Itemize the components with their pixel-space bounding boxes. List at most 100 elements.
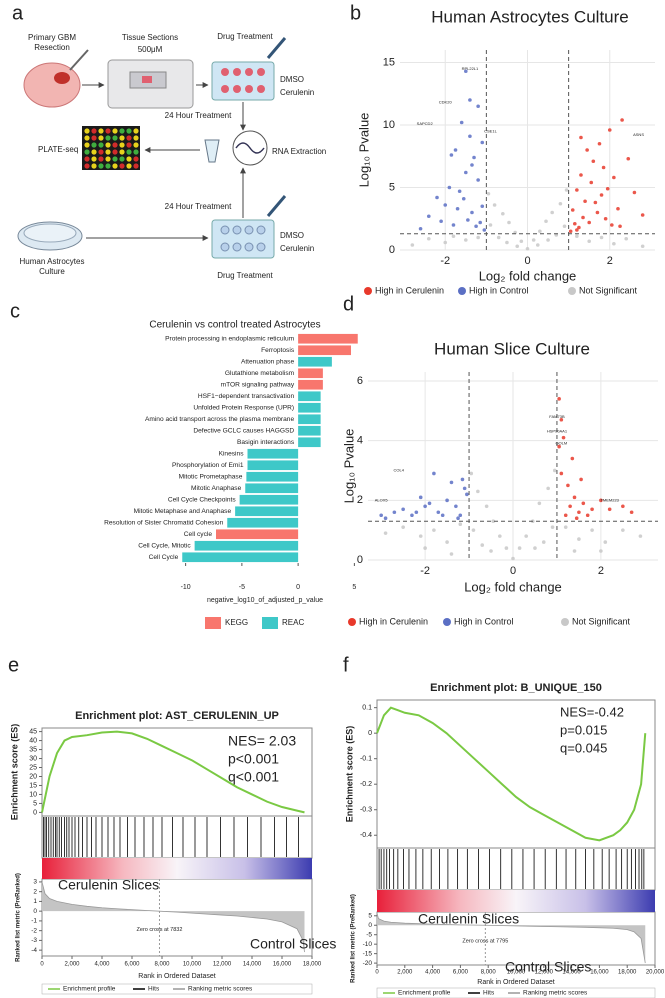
legend-marker xyxy=(568,287,576,295)
gene-label: GOLM xyxy=(555,441,567,446)
data-point xyxy=(603,216,608,221)
data-point xyxy=(568,229,573,234)
data-point xyxy=(563,513,568,518)
y-axis-label: Enrichment score (ES) xyxy=(344,726,354,823)
plate-seq-well xyxy=(91,135,97,141)
legend-label: High in Control xyxy=(454,616,514,626)
x-tick-label: 16,000 xyxy=(590,970,609,976)
data-point xyxy=(449,153,454,157)
subplot-frame xyxy=(376,699,656,849)
legend-label: High in Cerulenin xyxy=(375,285,444,295)
data-point xyxy=(640,213,645,217)
bar xyxy=(298,333,358,344)
plate-seq-well xyxy=(91,163,97,169)
data-point xyxy=(552,468,557,473)
data-point xyxy=(559,471,564,476)
data-point xyxy=(476,178,480,182)
y-tick-label: 2 xyxy=(33,888,37,895)
data-point xyxy=(454,504,458,509)
diagram-text: 500μM xyxy=(138,45,163,54)
gene-label: CDK20 xyxy=(439,100,453,105)
data-point xyxy=(501,211,505,216)
diagram-text: RNA Extraction xyxy=(272,147,326,156)
data-point xyxy=(544,219,548,224)
plate-seq-well xyxy=(105,156,111,162)
plate-seq-well xyxy=(91,149,97,155)
bar xyxy=(298,379,323,390)
data-point xyxy=(533,546,537,550)
data-point xyxy=(480,543,485,547)
y-tick-label: 0.1 xyxy=(362,704,372,711)
data-point xyxy=(577,537,581,541)
x-tick-label: 6,000 xyxy=(453,970,469,976)
data-point xyxy=(640,244,645,249)
plate-seq-well xyxy=(133,163,139,169)
y-tick-label: 1 xyxy=(33,898,37,905)
data-point xyxy=(418,534,423,538)
diagram-text: Cerulenin xyxy=(280,244,314,253)
data-point xyxy=(468,98,472,102)
diagram-text: Drug Treatment xyxy=(217,32,273,41)
data-point xyxy=(568,504,572,509)
enrichment-line xyxy=(376,706,647,842)
x-tick-label: 12,000 xyxy=(213,962,232,968)
plate-seq-well xyxy=(105,149,111,155)
data-point xyxy=(605,186,610,191)
bar xyxy=(298,425,321,436)
bar xyxy=(247,448,299,459)
data-point xyxy=(612,175,616,180)
y-tick-label: -3 xyxy=(31,937,37,944)
data-point xyxy=(466,218,470,222)
plate-seq-well xyxy=(119,163,125,169)
diagram-text: PLATE-seq xyxy=(38,145,78,154)
x-tick-label: 0 xyxy=(296,584,300,591)
data-point xyxy=(456,516,460,521)
y-tick-label: 30 xyxy=(29,755,37,762)
data-point xyxy=(541,540,546,544)
plate-seq-icon xyxy=(82,126,140,170)
data-point xyxy=(383,531,388,535)
category-label: Mitotic Anaphase xyxy=(191,485,242,492)
legend-label: Ranking metric scores xyxy=(188,986,253,993)
data-point xyxy=(632,190,637,195)
bar xyxy=(247,460,299,471)
data-point xyxy=(447,185,452,190)
data-point xyxy=(566,483,570,488)
y-tick-label: 0 xyxy=(368,922,372,929)
data-point xyxy=(621,528,625,532)
y-tick-label: -15 xyxy=(363,950,373,957)
tube-icon xyxy=(204,139,220,163)
rna-icon xyxy=(235,142,265,154)
plate-seq-well xyxy=(84,135,90,141)
plate-seq-well xyxy=(84,128,90,134)
data-point xyxy=(577,225,581,230)
y-tick-label: 15 xyxy=(383,56,395,68)
data-point xyxy=(423,546,427,550)
data-point xyxy=(599,193,604,197)
x-tick-label: 6,000 xyxy=(124,962,140,968)
diagram-text: Primary GBM xyxy=(28,33,76,42)
diagram-text: Cerulenin xyxy=(280,88,314,97)
plate-seq-well xyxy=(133,149,139,155)
data-point xyxy=(638,534,643,538)
data-point xyxy=(459,120,464,125)
panel-label: a xyxy=(12,2,24,24)
plate-seq-well xyxy=(98,135,104,141)
data-point xyxy=(574,516,579,521)
data-point xyxy=(480,140,485,145)
plate-seq-well xyxy=(126,128,132,134)
data-point xyxy=(392,510,397,515)
data-point xyxy=(570,456,575,461)
diagram-text: Resection xyxy=(34,43,70,52)
plate-icon xyxy=(211,61,275,101)
bar xyxy=(298,391,321,402)
bar xyxy=(239,494,299,505)
data-point xyxy=(468,134,472,139)
data-point xyxy=(414,510,419,515)
cryostat-icon xyxy=(142,76,152,83)
data-point xyxy=(575,188,579,192)
gene-label: FAM73B xyxy=(549,414,565,419)
data-point xyxy=(607,128,612,132)
data-point xyxy=(587,239,591,244)
wells xyxy=(221,68,265,93)
